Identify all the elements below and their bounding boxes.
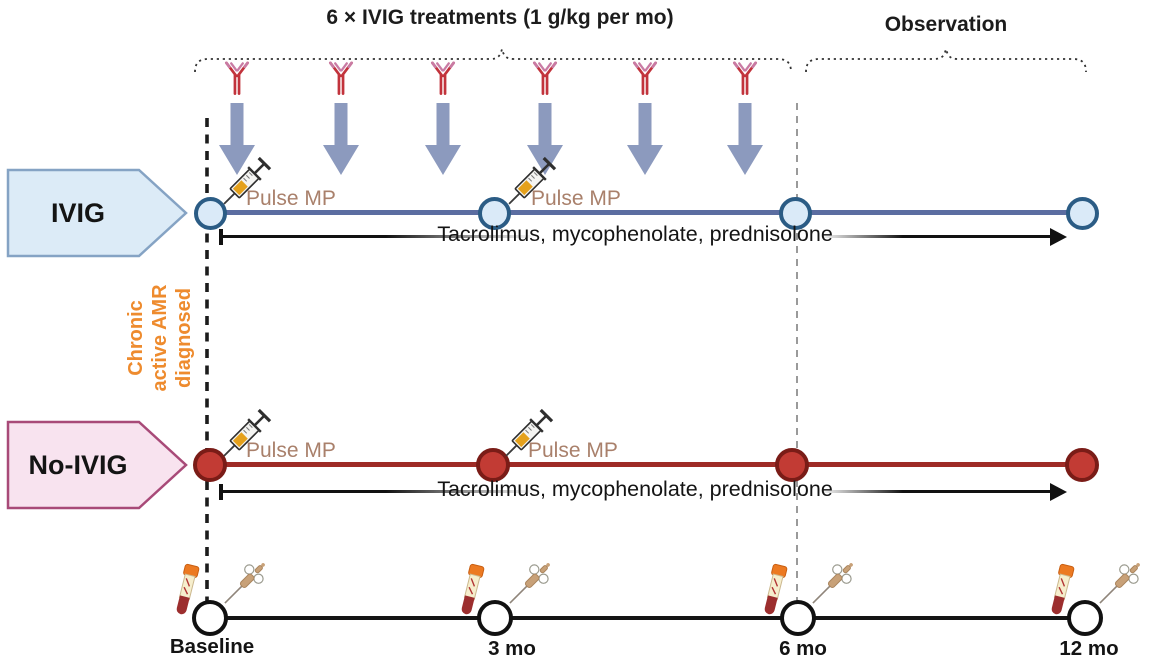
- no-ivig-node-3mo: [476, 448, 510, 482]
- syringe-icon: [210, 398, 282, 470]
- tick-label-6mo: 6 mo: [779, 637, 827, 660]
- no-ivig-therapy-arrow-line: [219, 490, 1053, 494]
- no-ivig-arm-box: [6, 420, 188, 510]
- syringe-icon: [492, 398, 564, 470]
- blood-tube-icon: [760, 563, 790, 620]
- no-ivig-node-baseline: [193, 448, 227, 482]
- syringe-icon: [495, 146, 567, 218]
- treatment-brace: [194, 48, 792, 73]
- blood-tube-icon: [1047, 563, 1077, 620]
- antibody-icon: [329, 61, 353, 95]
- assessment-node-3mo: [477, 600, 513, 636]
- no-ivig-arm-label: No-IVIG: [28, 449, 128, 480]
- no-ivig-node-12mo: [1065, 448, 1099, 482]
- no-ivig-therapy-arrowhead: [1050, 482, 1067, 501]
- ivig-therapy-arrow-line: [219, 235, 1053, 239]
- ivig-dose-marker-5: [627, 60, 663, 176]
- ivig-dose-marker-1: [219, 60, 255, 176]
- infusion-arrow-icon: [627, 103, 663, 175]
- observation-title: Observation: [884, 13, 1008, 36]
- antibody-icon: [431, 61, 455, 95]
- chronic-amr-diagnosed-label: Chronic active AMR diagnosed: [124, 284, 196, 391]
- infusion-arrow-icon: [425, 103, 461, 175]
- ivig-dose-marker-6: [727, 60, 763, 176]
- ivig-pulse-mp-label-2: Pulse MP: [531, 187, 621, 210]
- infusion-arrow-icon: [219, 103, 255, 175]
- no-ivig-pulse-mp-label-2: Pulse MP: [528, 439, 618, 462]
- assessment-timeline-line: [210, 616, 1085, 620]
- assessment-node-6mo: [780, 600, 816, 636]
- ivig-dose-marker-3: [425, 60, 461, 176]
- syringe-icon: [210, 146, 282, 218]
- diagnosis-line-3: diagnosed: [173, 287, 195, 389]
- ivig-maintenance-therapy-label: Tacrolimus, mycophenolate, prednisolone: [437, 222, 833, 246]
- no-ivig-timeline-line: [210, 462, 1082, 467]
- no-ivig-node-6mo: [775, 448, 809, 482]
- antibody-icon: [633, 61, 657, 95]
- ivig-node-baseline: [193, 196, 227, 230]
- infusion-arrow-icon: [323, 103, 359, 175]
- ivig-arm-label: IVIG: [50, 197, 105, 228]
- diagnosis-line-2: active AMR: [149, 284, 171, 392]
- biopsy-needle-icon: [216, 556, 272, 612]
- diagnosis-line-1: Chronic: [125, 300, 147, 376]
- blood-tube-icon: [457, 563, 487, 620]
- antibody-icon: [733, 61, 757, 95]
- blood-tube-icon: [172, 563, 202, 620]
- tick-label-baseline: Baseline: [169, 635, 255, 658]
- tick-label-3mo: 3 mo: [488, 637, 536, 660]
- biopsy-needle-icon: [804, 556, 860, 612]
- observation-brace: [805, 48, 1087, 73]
- ivig-treatments-title: 6 × IVIG treatments (1 g/kg per mo): [326, 6, 674, 29]
- assessment-node-12mo: [1067, 600, 1103, 636]
- no-ivig-maintenance-therapy-label: Tacrolimus, mycophenolate, prednisolone: [437, 477, 833, 501]
- ivig-dose-marker-2: [323, 60, 359, 176]
- antibody-icon: [225, 61, 249, 95]
- ivig-timeline-line: [210, 210, 1082, 215]
- biopsy-needle-icon: [1091, 556, 1147, 612]
- ivig-node-3mo: [477, 196, 511, 230]
- ivig-therapy-arrowhead: [1050, 227, 1067, 246]
- biopsy-needle-icon: [501, 556, 557, 612]
- no-ivig-pulse-mp-label-1: Pulse MP: [246, 439, 336, 462]
- antibody-icon: [533, 61, 557, 95]
- ivig-pulse-mp-label-1: Pulse MP: [246, 187, 336, 210]
- tick-label-12mo: 12 mo: [1059, 637, 1119, 660]
- ivig-node-6mo: [778, 196, 812, 230]
- assessment-node-baseline: [192, 600, 228, 636]
- ivig-node-12mo: [1065, 196, 1099, 230]
- infusion-arrow-icon: [727, 103, 763, 175]
- ivig-arm-box: [6, 168, 188, 258]
